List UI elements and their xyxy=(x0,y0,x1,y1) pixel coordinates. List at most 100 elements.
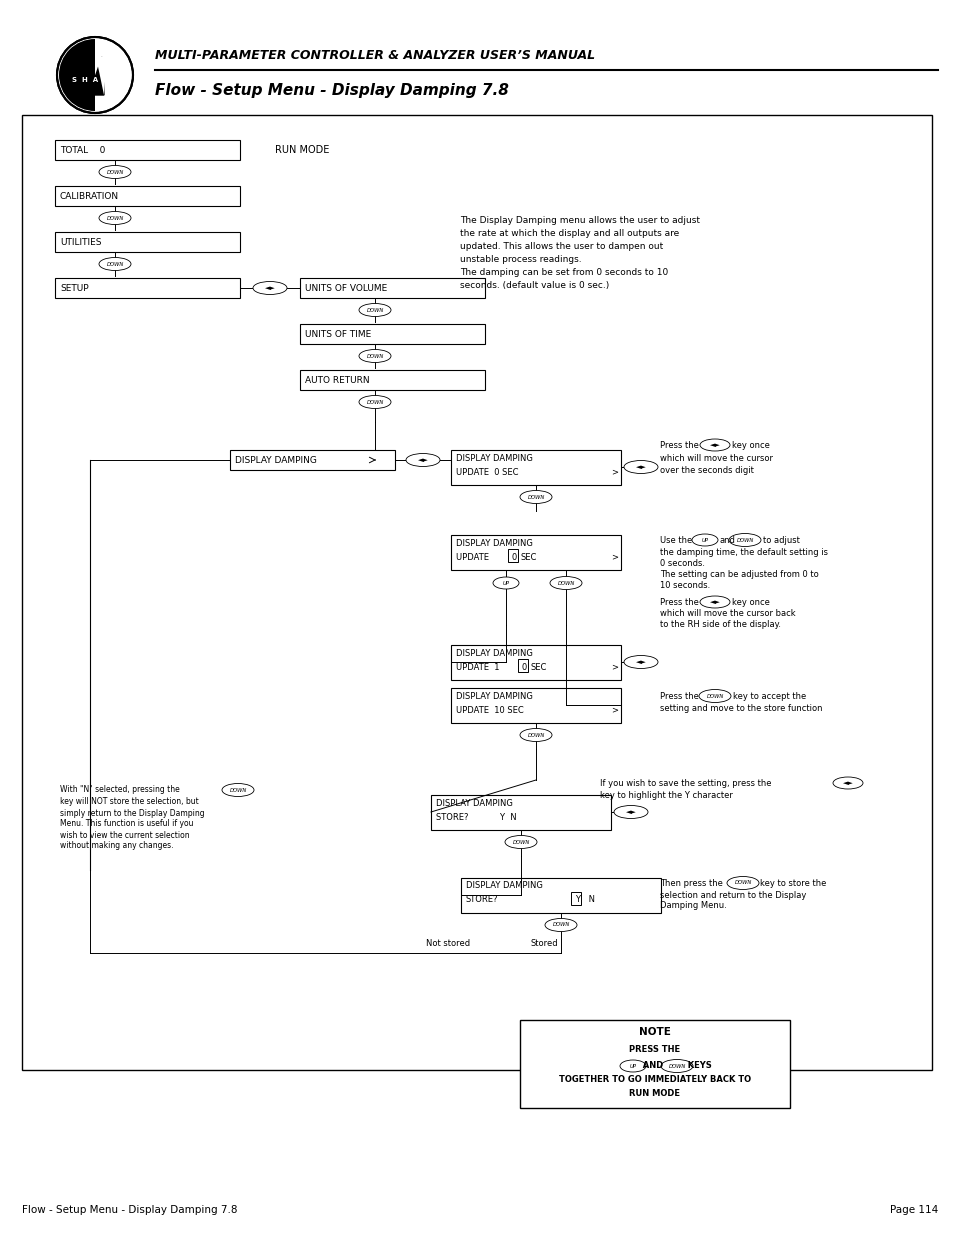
Text: DOWN: DOWN xyxy=(734,881,751,885)
Text: Damping Menu.: Damping Menu. xyxy=(659,902,726,910)
Text: UTILITIES: UTILITIES xyxy=(60,237,101,247)
Text: simply return to the Display Damping: simply return to the Display Damping xyxy=(60,809,204,818)
Ellipse shape xyxy=(691,534,718,546)
Text: Press the: Press the xyxy=(659,598,699,606)
Text: S  H  A  R  K: S H A R K xyxy=(71,77,118,83)
Text: If you wish to save the setting, press the: If you wish to save the setting, press t… xyxy=(599,778,771,788)
Ellipse shape xyxy=(253,282,287,294)
Text: 0: 0 xyxy=(521,662,527,672)
Bar xyxy=(519,1020,789,1108)
Text: RUN MODE: RUN MODE xyxy=(629,1089,679,1098)
Bar xyxy=(517,659,527,672)
Text: to adjust: to adjust xyxy=(762,536,799,545)
Ellipse shape xyxy=(99,258,131,270)
Text: TOTAL    0: TOTAL 0 xyxy=(60,146,105,154)
Ellipse shape xyxy=(700,438,729,451)
Text: 0: 0 xyxy=(512,552,517,562)
Ellipse shape xyxy=(99,165,131,179)
Text: DOWN: DOWN xyxy=(705,694,723,699)
Text: AUTO RETURN: AUTO RETURN xyxy=(305,375,369,384)
Bar xyxy=(451,535,620,571)
Bar xyxy=(507,550,517,562)
Text: Use the: Use the xyxy=(659,536,692,545)
Text: which will move the cursor: which will move the cursor xyxy=(659,453,772,462)
Text: DISPLAY DAMPING: DISPLAY DAMPING xyxy=(465,882,542,890)
Ellipse shape xyxy=(832,777,862,789)
Text: DOWN: DOWN xyxy=(527,494,544,499)
Bar xyxy=(451,645,620,680)
Bar xyxy=(55,232,240,252)
Text: Flow - Setup Menu - Display Damping 7.8: Flow - Setup Menu - Display Damping 7.8 xyxy=(22,1205,237,1215)
Text: CALIBRATION: CALIBRATION xyxy=(60,191,119,200)
Text: STORE?: STORE? xyxy=(465,895,498,904)
Text: DISPLAY DAMPING: DISPLAY DAMPING xyxy=(436,799,513,808)
Text: Not stored: Not stored xyxy=(426,939,470,947)
Text: unstable process readings.: unstable process readings. xyxy=(459,254,581,263)
Text: DOWN: DOWN xyxy=(107,215,124,221)
Ellipse shape xyxy=(358,395,391,409)
Bar xyxy=(460,878,660,913)
Text: updated. This allows the user to dampen out: updated. This allows the user to dampen … xyxy=(459,242,662,251)
Text: key to accept the: key to accept the xyxy=(732,692,805,700)
Text: SETUP: SETUP xyxy=(60,284,89,293)
Ellipse shape xyxy=(544,919,577,931)
Text: The setting can be adjusted from 0 to: The setting can be adjusted from 0 to xyxy=(659,569,818,578)
Ellipse shape xyxy=(550,577,581,589)
Text: AND: AND xyxy=(637,1062,662,1071)
Text: UP: UP xyxy=(629,1063,636,1068)
Text: Press the: Press the xyxy=(659,692,699,700)
Text: UP: UP xyxy=(502,580,509,585)
Text: key to highlight the Y character: key to highlight the Y character xyxy=(599,790,732,799)
Text: DISPLAY DAMPING: DISPLAY DAMPING xyxy=(456,453,533,462)
Bar xyxy=(431,795,610,830)
Text: DOWN: DOWN xyxy=(736,537,753,542)
Text: to the RH side of the display.: to the RH side of the display. xyxy=(659,620,781,629)
Text: DOWN: DOWN xyxy=(366,399,383,405)
Text: DISPLAY DAMPING: DISPLAY DAMPING xyxy=(456,648,533,657)
Polygon shape xyxy=(89,57,104,95)
Text: Menu. This function is useful if you: Menu. This function is useful if you xyxy=(60,820,193,829)
Bar xyxy=(571,892,580,905)
Text: RUN MODE: RUN MODE xyxy=(274,144,329,156)
Text: DOWN: DOWN xyxy=(107,262,124,267)
Text: without making any changes.: without making any changes. xyxy=(60,841,173,851)
Text: ◄►: ◄► xyxy=(625,809,636,815)
Text: Then press the: Then press the xyxy=(659,878,722,888)
Text: 0 seconds.: 0 seconds. xyxy=(659,558,704,568)
Text: key once: key once xyxy=(731,598,769,606)
Text: ◄►: ◄► xyxy=(264,285,275,291)
Ellipse shape xyxy=(358,350,391,363)
Text: over the seconds digit: over the seconds digit xyxy=(659,466,753,474)
Text: seconds. (default value is 0 sec.): seconds. (default value is 0 sec.) xyxy=(459,280,609,289)
Polygon shape xyxy=(96,57,104,95)
Ellipse shape xyxy=(358,304,391,316)
Ellipse shape xyxy=(726,877,759,889)
Text: PRESS THE: PRESS THE xyxy=(629,1046,679,1055)
Text: ◄►: ◄► xyxy=(417,457,428,463)
Text: UNITS OF TIME: UNITS OF TIME xyxy=(305,330,371,338)
Text: UPDATE  10 SEC: UPDATE 10 SEC xyxy=(456,705,523,715)
Ellipse shape xyxy=(623,656,658,668)
Ellipse shape xyxy=(700,597,729,608)
Text: key will NOT store the selection, but: key will NOT store the selection, but xyxy=(60,798,198,806)
Text: N: N xyxy=(585,895,595,904)
Text: DISPLAY DAMPING: DISPLAY DAMPING xyxy=(234,456,316,464)
Text: UPDATE  0 SEC: UPDATE 0 SEC xyxy=(456,468,518,477)
Ellipse shape xyxy=(222,783,253,797)
Text: UPDATE  1: UPDATE 1 xyxy=(456,662,499,672)
Text: >: > xyxy=(610,662,618,672)
Ellipse shape xyxy=(504,836,537,848)
Text: DOWN: DOWN xyxy=(366,308,383,312)
Text: DISPLAY DAMPING: DISPLAY DAMPING xyxy=(456,538,533,547)
Ellipse shape xyxy=(406,453,439,467)
Text: Press the: Press the xyxy=(659,441,699,450)
Text: SEC: SEC xyxy=(531,662,547,672)
Text: >: > xyxy=(610,468,618,477)
Ellipse shape xyxy=(99,211,131,225)
Text: With "N" selected, pressing the: With "N" selected, pressing the xyxy=(60,785,179,794)
Text: DOWN: DOWN xyxy=(668,1063,685,1068)
Text: ◄►: ◄► xyxy=(635,464,646,471)
Text: UP: UP xyxy=(700,537,708,542)
Bar xyxy=(230,450,395,471)
Ellipse shape xyxy=(699,689,730,703)
